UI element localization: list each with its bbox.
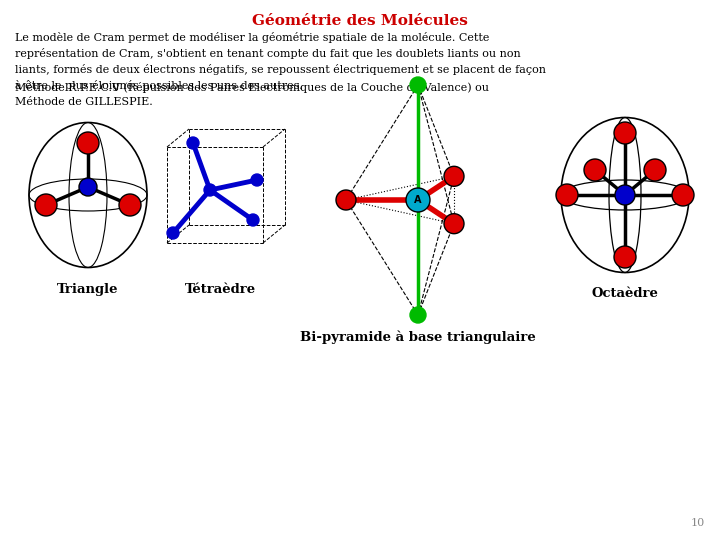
Circle shape [672,184,694,206]
Text: Le modèle de Cram permet de modéliser la géométrie spatiale de la molécule. Cett: Le modèle de Cram permet de modéliser la… [15,32,546,91]
Circle shape [556,184,578,206]
Text: Tétraèdre: Tétraèdre [184,283,256,296]
Circle shape [410,307,426,323]
Circle shape [247,214,259,226]
Text: Triangle: Triangle [58,283,119,296]
Circle shape [614,246,636,268]
Text: Bi-pyramide à base triangulaire: Bi-pyramide à base triangulaire [300,330,536,343]
Circle shape [167,227,179,239]
Circle shape [35,194,57,216]
Circle shape [119,194,141,216]
Text: Méthode R.P.E.C.V (Répulsion des Paires Electroniques de la Couche de Valence) o: Méthode R.P.E.C.V (Répulsion des Paires … [15,82,489,107]
Circle shape [644,159,666,181]
Circle shape [79,178,97,196]
Text: Géométrie des Molécules: Géométrie des Molécules [252,14,468,28]
Circle shape [584,159,606,181]
Circle shape [187,137,199,149]
Circle shape [77,132,99,154]
Circle shape [204,184,216,196]
Circle shape [251,174,263,186]
Circle shape [614,122,636,144]
Circle shape [410,77,426,93]
Circle shape [336,190,356,210]
Text: A: A [414,195,422,205]
Text: 10: 10 [690,518,705,528]
Text: Octaèdre: Octaèdre [592,287,658,300]
Circle shape [615,185,635,205]
Circle shape [406,188,430,212]
Circle shape [444,214,464,234]
Circle shape [444,166,464,186]
